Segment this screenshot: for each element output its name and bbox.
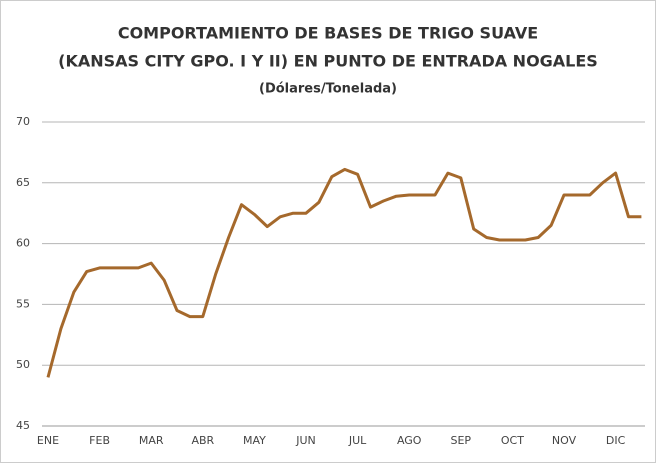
y-tick-label: 45 (16, 419, 30, 432)
x-tick-label: MAY (243, 434, 266, 447)
x-tick-label: NOV (552, 434, 577, 447)
chart-title: COMPORTAMIENTO DE BASES DE TRIGO SUAVE (118, 24, 538, 43)
x-tick-label: AGO (397, 434, 422, 447)
y-tick-label: 60 (16, 237, 30, 250)
x-tick-label: MAR (139, 434, 164, 447)
x-tick-label: JUL (348, 434, 367, 447)
y-tick-label: 55 (16, 297, 30, 310)
x-tick-label: FEB (89, 434, 110, 447)
x-tick-label: SEP (451, 434, 472, 447)
x-tick-label: JUN (295, 434, 316, 447)
x-tick-label: OCT (501, 434, 524, 447)
data-line (46, 167, 642, 378)
x-tick-label: ENE (37, 434, 59, 447)
y-tick-label: 50 (16, 358, 30, 371)
x-tick-label: ABR (191, 434, 214, 447)
y-tick-label: 70 (16, 115, 30, 128)
y-tick-label: 65 (16, 176, 30, 189)
chart-subtitle: (Dólares/Tonelada) (259, 82, 397, 97)
chart-title: (KANSAS CITY GPO. I Y II) EN PUNTO DE EN… (58, 52, 598, 71)
x-tick-label: DIC (606, 434, 626, 447)
